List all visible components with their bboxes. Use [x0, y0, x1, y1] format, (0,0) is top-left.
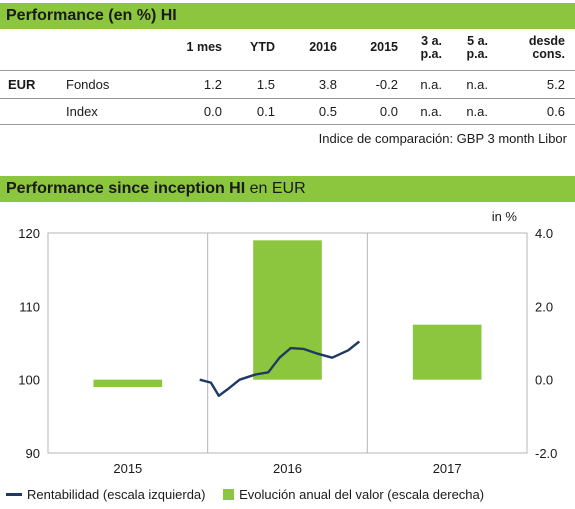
table-cell: 1.5: [256, 77, 275, 92]
table-divider: [0, 70, 575, 71]
column-header: 5 a. p.a.: [466, 34, 488, 61]
column-header: 3 a. p.a.: [420, 34, 442, 61]
bar: [253, 240, 322, 380]
category-label: 2016: [273, 461, 302, 476]
chart-header: Performance since inception HI en EUR: [0, 176, 575, 202]
table-cell: 0.5: [318, 104, 337, 119]
left-tick-label: 90: [26, 446, 40, 461]
performance-header: Performance (en %) HI: [0, 3, 575, 29]
table-cell: n.a.: [420, 77, 442, 92]
table-cell: 3.8: [318, 77, 337, 92]
benchmark-footnote: Indice de comparación: GBP 3 month Libor: [318, 131, 567, 146]
table-cell: -0.2: [375, 77, 398, 92]
chart-title-suffix: en EUR: [245, 180, 306, 197]
left-tick-label: 100: [18, 373, 40, 388]
currency-label: EUR: [8, 77, 36, 92]
right-tick-label: 0.0: [535, 373, 553, 388]
table-cell: 0.6: [546, 104, 565, 119]
table-divider: [0, 124, 575, 125]
left-tick-label: 110: [19, 299, 40, 314]
table-cell: 0.0: [203, 104, 222, 119]
performance-chart: 90 100 110 120 -2.0 0.0 2.0 4.0 in % 2015 2016 2017: [18, 209, 557, 476]
table-cell: 5.2: [546, 77, 565, 92]
bar: [93, 379, 163, 387]
table-cell: 1.2: [203, 77, 222, 92]
table-divider: [0, 98, 575, 99]
category-label: 2017: [433, 461, 462, 476]
table-cell: n.a.: [420, 104, 442, 119]
chart-legend: Rentabilidad (escala izquierda) Evolució…: [6, 486, 484, 504]
left-tick-label: 120: [18, 226, 40, 241]
plot-frame: [47, 232, 528, 454]
table-cell: n.a.: [466, 77, 488, 92]
bar: [412, 324, 482, 380]
performance-line: [199, 340, 361, 398]
column-header: desde cons.: [528, 34, 565, 61]
column-header: 1 mes: [186, 40, 222, 54]
column-header: YTD: [250, 40, 275, 54]
column-header: 2015: [370, 40, 398, 54]
performance-title: Performance (en %) HI: [6, 7, 177, 24]
row-label: Fondos: [66, 77, 110, 92]
chart-title: Performance since inception HI: [6, 180, 246, 197]
column-header: 2016: [309, 40, 337, 54]
right-tick-label: 4.0: [535, 226, 553, 241]
legend-bar-swatch: [223, 489, 235, 501]
table-cell: 0.1: [256, 104, 275, 119]
table-cell: 0.0: [379, 104, 398, 119]
legend-bar-label: Evolución anual del valor (escala derech…: [239, 487, 485, 503]
right-tick-label: 2.0: [535, 299, 553, 314]
legend-line-label: Rentabilidad (escala izquierda): [27, 487, 206, 503]
right-tick-label: -2.0: [535, 446, 557, 461]
right-axis-unit: in %: [492, 209, 518, 224]
table-cell: n.a.: [466, 104, 488, 119]
legend-line-swatch: [6, 493, 22, 497]
row-label: Index: [66, 104, 98, 119]
category-label: 2015: [113, 461, 142, 476]
